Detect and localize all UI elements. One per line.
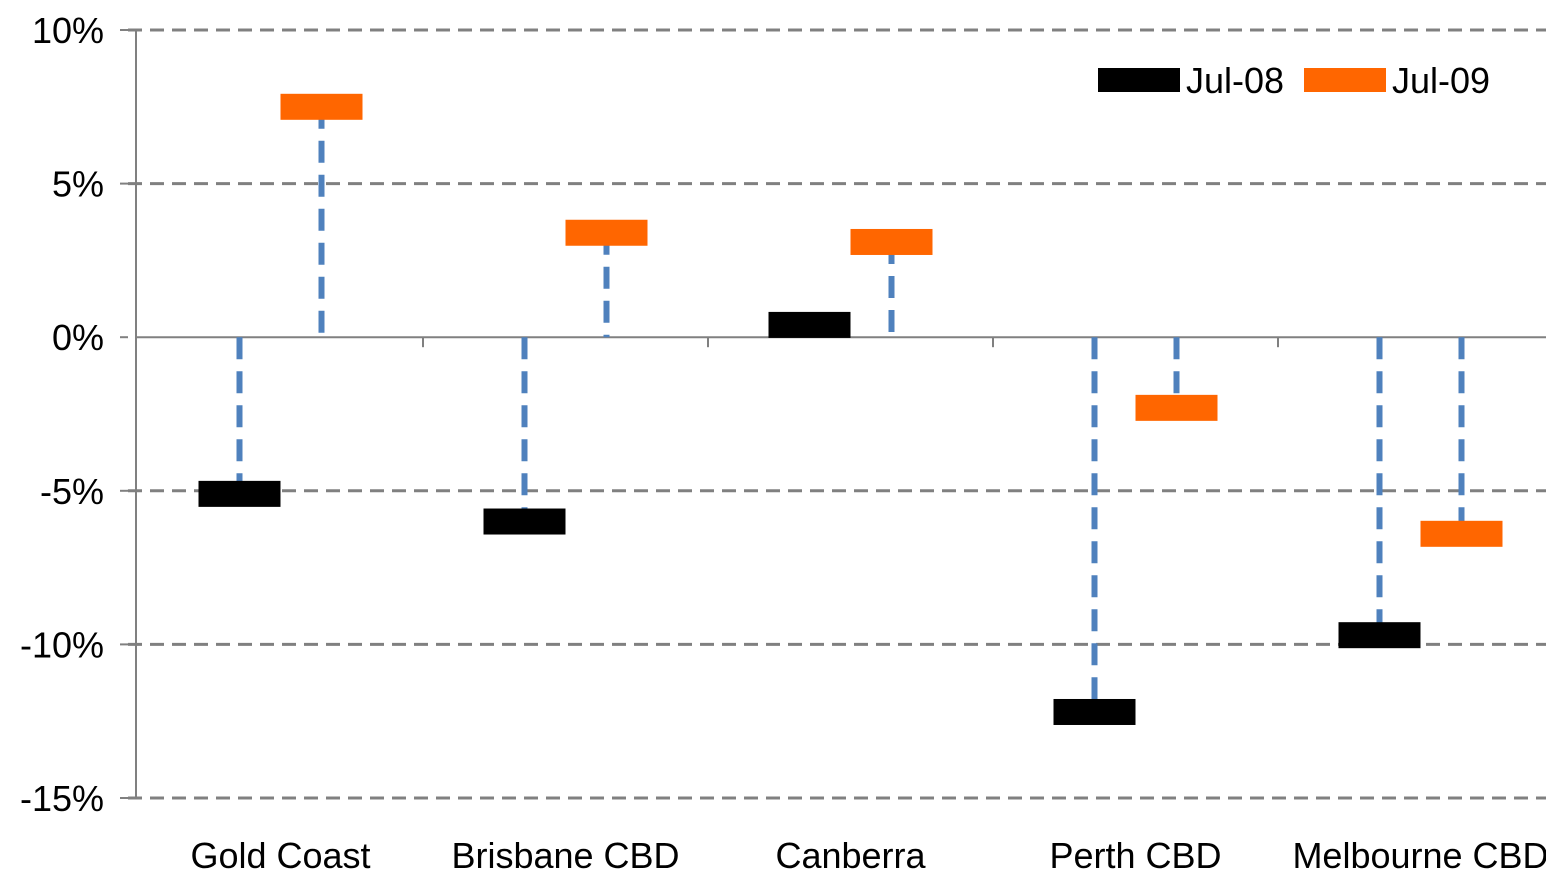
marker-jul-09 [850,228,933,255]
legend-swatch [1098,68,1180,92]
marker-jul-08 [1338,622,1421,649]
gridlines [128,28,1546,800]
y-tick-label: 0% [52,317,104,358]
data-markers [198,93,1503,725]
x-category-label: Melbourne CBD [1292,835,1546,874]
y-tick-label: -15% [20,778,104,819]
legend-label: Jul-08 [1186,60,1284,101]
x-category-label: Canberra [775,835,926,874]
marker-jul-08 [1053,698,1136,725]
marker-jul-09 [1420,520,1503,547]
y-tick-label: 10% [32,10,104,51]
x-category-label: Perth CBD [1049,835,1221,874]
legend: Jul-08 Jul-09 [1098,60,1490,101]
x-category-label: Gold Coast [190,835,370,874]
y-tick-label: 5% [52,164,104,205]
legend-swatch [1304,68,1386,92]
y-tick-label: -10% [20,624,104,665]
marker-jul-08 [198,480,281,507]
drop-lines [236,106,1465,712]
legend-label: Jul-09 [1392,60,1490,101]
axes [120,29,1546,799]
marker-jul-08 [768,311,851,338]
marker-jul-09 [280,93,363,120]
marker-jul-09 [1135,394,1218,421]
marker-jul-08 [483,508,566,535]
marker-jul-09 [565,219,648,246]
x-axis-category-labels: Gold Coast Brisbane CBD Canberra Perth CBD M… [190,835,1546,874]
x-category-label: Brisbane CBD [451,835,679,874]
y-tick-label: -5% [40,471,104,512]
y-axis-tick-labels: 10% 5% 0% -5% -10% -15% [20,10,104,819]
